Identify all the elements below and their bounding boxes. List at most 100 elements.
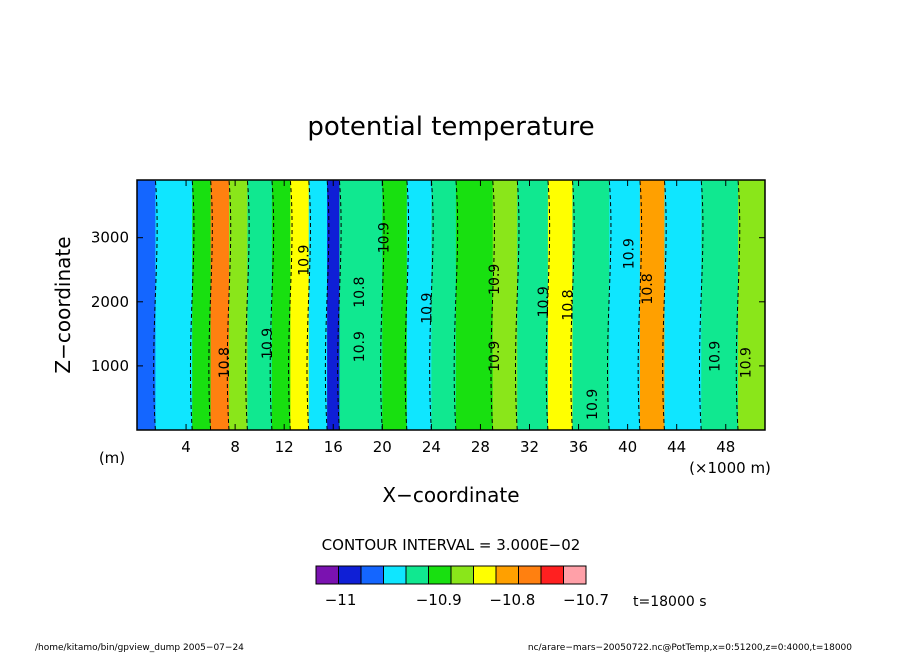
colorbar-tick-label: −10.7: [563, 591, 609, 609]
contour-label: 10.9: [297, 245, 313, 276]
contour-line: [337, 180, 342, 430]
field-band-13: [431, 180, 457, 430]
x-tick-label: 44: [667, 438, 686, 456]
contour-line: [453, 180, 459, 430]
contour-line: [429, 180, 434, 430]
colorbar-swatch: [540, 565, 564, 585]
field-band-11: [382, 180, 408, 430]
x-tick-label: 40: [618, 438, 637, 456]
colorbar: [315, 565, 587, 585]
contour-line: [306, 180, 311, 430]
x-axis-label: X−coordinate: [382, 483, 519, 507]
contour-line: [153, 180, 158, 430]
field-band-6: [271, 180, 291, 430]
field-band-8: [308, 180, 328, 430]
x-tick-label: 24: [422, 438, 441, 456]
field-band-12: [406, 180, 432, 430]
colorbar-swatch: [338, 565, 362, 585]
field-band-9: [327, 180, 340, 430]
contour-label: 10.9: [622, 238, 638, 269]
footer-right-source: nc/arare−mars−20050722.nc@PotTemp,x=0:51…: [528, 643, 852, 653]
colorbar-swatch: [518, 565, 542, 585]
x-tick-label: 16: [324, 438, 343, 456]
contour-line: [404, 180, 410, 430]
colorbar-swatch: [450, 565, 474, 585]
contour-label: 10.8: [640, 273, 656, 304]
contour-label: 10.9: [260, 328, 276, 359]
field-band-1: [155, 180, 193, 430]
field-band-23: [738, 180, 765, 430]
field-band-16: [517, 180, 549, 430]
colorbar-swatch: [563, 565, 587, 585]
y-tick-label: 1000: [91, 357, 129, 375]
field-band-18: [572, 180, 610, 430]
contour-line: [735, 180, 741, 430]
time-annotation: t=18000 s: [633, 594, 707, 610]
contour-label: 10.9: [738, 347, 754, 378]
y-unit-note: (m): [99, 449, 125, 467]
field-band-4: [228, 180, 248, 430]
colorbar-swatch: [383, 565, 407, 585]
contour-label: 10.9: [708, 341, 724, 372]
contour-line: [269, 180, 275, 430]
colorbar-tick-label: −10.9: [416, 591, 462, 609]
field-band-20: [639, 180, 665, 430]
contour-line: [324, 180, 330, 430]
contour-label: 10.8: [217, 347, 233, 378]
x-tick-label: 8: [230, 438, 240, 456]
x-tick-label: 4: [181, 438, 191, 456]
contour-label: 10.9: [419, 293, 435, 324]
contour-line: [208, 180, 213, 430]
contour-line: [515, 180, 520, 430]
field-band-17: [547, 180, 573, 430]
contour-label: 10.9: [585, 389, 601, 420]
field-band-7: [290, 180, 310, 430]
contour-label: 10.9: [536, 286, 552, 317]
contour-line: [607, 180, 612, 430]
contour-line: [380, 180, 385, 430]
colorbar-swatch: [315, 565, 339, 585]
contour-line: [189, 180, 195, 430]
contour-label: 10.9: [487, 264, 503, 295]
field-band-2: [192, 180, 212, 430]
footer-left-path: /home/kitamo/bin/gpview_dump 2005−07−24: [35, 643, 244, 653]
contour-line: [662, 180, 667, 430]
contour-label: 10.9: [352, 331, 368, 362]
contour-label: 10.8: [560, 289, 576, 320]
colorbar-tick-label: −11: [325, 591, 357, 609]
x-tick-label: 20: [373, 438, 392, 456]
x-tick-label: 36: [569, 438, 588, 456]
colorbar-swatch: [360, 565, 384, 585]
x-tick-label: 32: [520, 438, 539, 456]
contour-label: 10.9: [487, 341, 503, 372]
contour-line: [637, 180, 643, 430]
field-band-21: [664, 180, 702, 430]
colorbar-swatch: [428, 565, 452, 585]
field-band-14: [455, 180, 494, 430]
contour-label: 10.9: [376, 222, 392, 253]
plot-area: [137, 180, 765, 430]
contour-line: [490, 180, 495, 430]
colorbar-swatch: [405, 565, 429, 585]
y-tick-label: 2000: [91, 293, 129, 311]
field-band-0: [137, 180, 156, 430]
field-band-5: [247, 180, 273, 430]
contour-line: [570, 180, 575, 430]
x-tick-label: 48: [716, 438, 735, 456]
contour-line: [699, 180, 704, 430]
contour-line: [245, 180, 250, 430]
contour-label: 10.8: [352, 277, 368, 308]
y-axis-label: Z−coordinate: [51, 236, 75, 373]
field-band-19: [609, 180, 641, 430]
colorbar-tick-label: −10.8: [489, 591, 535, 609]
colorbar-swatch: [473, 565, 497, 585]
y-tick-label: 3000: [91, 229, 129, 247]
colorbar-swatch: [495, 565, 519, 585]
field-band-10: [339, 180, 383, 430]
contour-line: [545, 180, 551, 430]
x-tick-label: 28: [471, 438, 490, 456]
contour-line: [288, 180, 293, 430]
field-band-15: [492, 180, 518, 430]
plot-frame: [136, 179, 766, 431]
